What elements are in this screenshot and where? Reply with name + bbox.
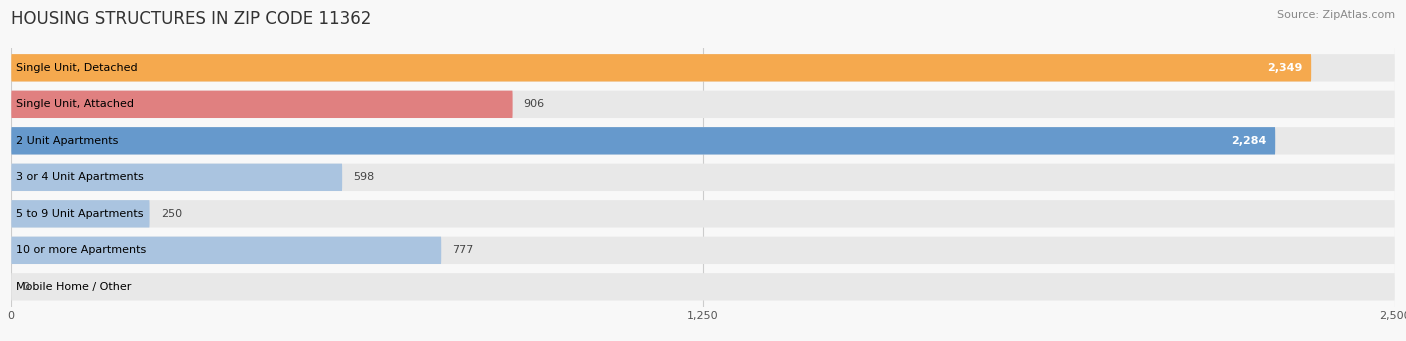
FancyBboxPatch shape (11, 200, 1395, 227)
FancyBboxPatch shape (11, 164, 1395, 191)
Text: 10 or more Apartments: 10 or more Apartments (15, 245, 146, 255)
FancyBboxPatch shape (11, 91, 1395, 118)
Text: HOUSING STRUCTURES IN ZIP CODE 11362: HOUSING STRUCTURES IN ZIP CODE 11362 (11, 10, 371, 28)
Text: 2,349: 2,349 (1268, 63, 1303, 73)
Text: Single Unit, Detached: Single Unit, Detached (15, 63, 138, 73)
Text: 2 Unit Apartments: 2 Unit Apartments (15, 136, 118, 146)
FancyBboxPatch shape (11, 54, 1395, 81)
Text: 0: 0 (22, 282, 30, 292)
Text: 250: 250 (160, 209, 181, 219)
FancyBboxPatch shape (11, 200, 149, 227)
Text: Single Unit, Attached: Single Unit, Attached (15, 99, 134, 109)
FancyBboxPatch shape (11, 237, 1395, 264)
Text: Mobile Home / Other: Mobile Home / Other (15, 282, 131, 292)
Text: 5 to 9 Unit Apartments: 5 to 9 Unit Apartments (15, 209, 143, 219)
FancyBboxPatch shape (11, 91, 513, 118)
FancyBboxPatch shape (11, 237, 441, 264)
Text: 2,284: 2,284 (1232, 136, 1267, 146)
Text: 906: 906 (523, 99, 544, 109)
Text: Source: ZipAtlas.com: Source: ZipAtlas.com (1277, 10, 1395, 20)
FancyBboxPatch shape (11, 54, 1312, 81)
FancyBboxPatch shape (11, 164, 342, 191)
FancyBboxPatch shape (11, 127, 1395, 154)
FancyBboxPatch shape (11, 273, 1395, 300)
Text: 777: 777 (453, 245, 474, 255)
Text: 3 or 4 Unit Apartments: 3 or 4 Unit Apartments (15, 172, 143, 182)
Text: 598: 598 (353, 172, 374, 182)
FancyBboxPatch shape (11, 127, 1275, 154)
